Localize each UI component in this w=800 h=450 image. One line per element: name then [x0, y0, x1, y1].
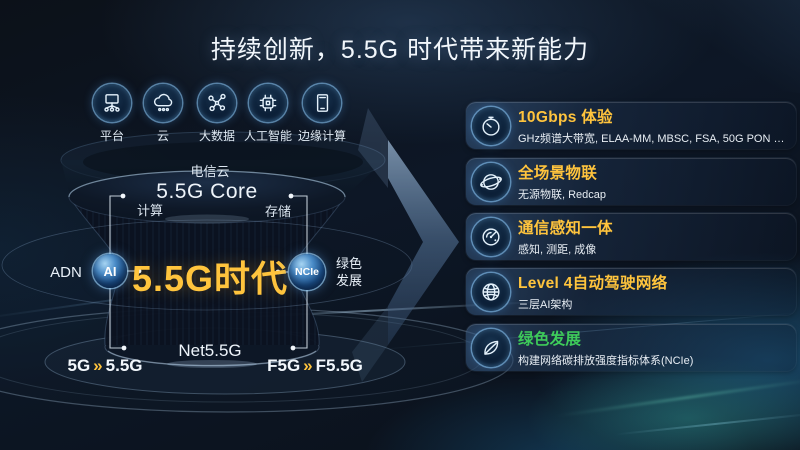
slide-title: 持续创新，5.5G 时代带来新能力	[210, 36, 590, 64]
capability-title: Level 4自动驾驶网络	[518, 275, 668, 292]
capability-title: 10Gbps 体验	[518, 109, 613, 126]
node-label-bigdata: 大数据	[198, 129, 235, 143]
capability-row-10gbps: 10Gbps 体验 GHz频谱大带宽, ELAA-MM, MBSC, FSA, …	[466, 102, 796, 149]
capability-row-green: 绿色发展 构建网络碳排放强度指标体系(NCIe)	[466, 324, 796, 371]
chevron-right-icon: »	[303, 356, 313, 375]
capability-title: 全场景物联	[518, 165, 598, 182]
capability-subtitle: 无源物联, Redcap	[518, 189, 607, 201]
iot-globe-icon	[472, 162, 510, 201]
adn-label: ADN	[50, 264, 82, 281]
radar-icon	[472, 217, 510, 256]
speedometer-icon	[472, 106, 510, 145]
capability-subtitle: 感知, 测距, 成像	[518, 244, 597, 256]
capability-subtitle: 构建网络碳排放强度指标体系(NCIe)	[518, 355, 694, 367]
evolution-left-from: 5G	[67, 356, 91, 375]
platform-icon	[93, 84, 131, 122]
bigdata-icon	[198, 84, 236, 122]
globe-grid-icon	[472, 272, 510, 311]
core-label: 5.5G Core	[156, 180, 258, 203]
green-development-label: 绿色发展	[336, 256, 363, 288]
compute-label: 计算	[136, 203, 163, 218]
ai-badge: AI	[93, 254, 127, 288]
telecom-cloud-label: 电信云	[190, 164, 230, 179]
capability-title: 绿色发展	[518, 331, 582, 348]
capability-subtitle: 三层AI架构	[518, 299, 573, 311]
node-label-platform: 平台	[99, 129, 124, 143]
evolution-right: F5G» F5.5G	[252, 356, 378, 376]
node-label-ai: 人工智能	[243, 129, 292, 143]
capability-subtitle: GHz频谱大带宽, ELAA-MM, MBSC, FSA, 50G PON …	[518, 133, 785, 145]
edge-computing-icon	[303, 84, 341, 122]
chevron-right-icon: »	[93, 356, 103, 375]
evolution-right-to: F5.5G	[315, 356, 363, 375]
storage-label: 存储	[264, 204, 291, 219]
cloud-icon	[144, 84, 182, 122]
evolution-left-to: 5.5G	[105, 356, 143, 375]
evolution-right-from: F5G	[267, 356, 301, 375]
era-label: 5.5G时代	[131, 258, 289, 299]
node-label-edge: 边缘计算	[297, 129, 346, 143]
net55g-label: Net5.5G	[178, 341, 242, 360]
leaf-icon	[472, 328, 510, 367]
node-label-cloud: 云	[156, 129, 169, 143]
capability-row-autonomous: Level 4自动驾驶网络 三层AI架构	[466, 268, 796, 315]
ai-chip-icon	[249, 84, 287, 122]
capability-row-sensing: 通信感知一体 感知, 测距, 成像	[466, 213, 796, 260]
ncie-badge: NCIe	[289, 254, 325, 290]
capability-row-iot: 全场景物联 无源物联, Redcap	[466, 158, 796, 205]
evolution-left: 5G» 5.5G	[44, 356, 166, 376]
big-arrow	[352, 108, 459, 382]
capability-title: 通信感知一体	[518, 220, 613, 237]
